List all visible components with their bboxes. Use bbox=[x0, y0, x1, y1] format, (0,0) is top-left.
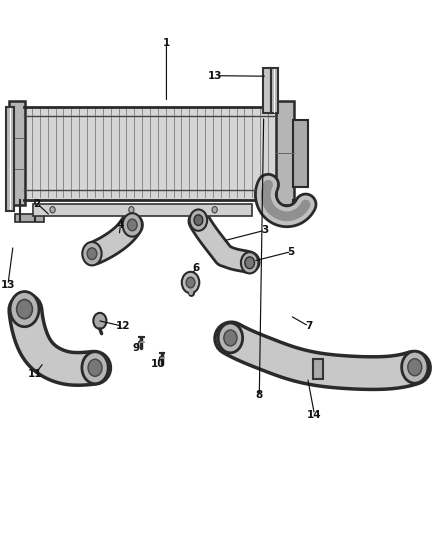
Text: 13: 13 bbox=[208, 71, 223, 80]
Bar bbox=[15, 214, 44, 222]
Text: 11: 11 bbox=[28, 369, 42, 379]
Text: 13: 13 bbox=[0, 280, 15, 290]
Circle shape bbox=[408, 359, 422, 376]
Bar bbox=[9, 101, 25, 205]
Text: 3: 3 bbox=[261, 225, 268, 235]
Circle shape bbox=[186, 277, 195, 288]
Bar bbox=[293, 120, 308, 187]
Circle shape bbox=[194, 215, 203, 225]
Text: 4: 4 bbox=[117, 220, 124, 230]
Circle shape bbox=[17, 300, 32, 319]
Text: 1: 1 bbox=[163, 38, 170, 47]
Circle shape bbox=[127, 219, 137, 231]
Bar bbox=[33, 204, 252, 216]
Circle shape bbox=[93, 313, 106, 329]
Bar bbox=[313, 359, 323, 379]
Circle shape bbox=[182, 272, 199, 293]
Circle shape bbox=[82, 352, 108, 384]
Circle shape bbox=[245, 257, 254, 269]
Circle shape bbox=[402, 351, 428, 383]
Circle shape bbox=[88, 359, 102, 376]
Bar bbox=[272, 214, 300, 222]
Circle shape bbox=[218, 323, 243, 353]
Text: 2: 2 bbox=[34, 199, 41, 208]
Text: 10: 10 bbox=[150, 359, 165, 368]
Circle shape bbox=[212, 207, 217, 213]
Circle shape bbox=[87, 248, 97, 260]
Circle shape bbox=[82, 242, 102, 265]
Circle shape bbox=[190, 209, 207, 231]
Bar bbox=[24, 107, 276, 200]
Text: 7: 7 bbox=[305, 321, 312, 331]
Circle shape bbox=[50, 207, 55, 213]
Text: 6: 6 bbox=[193, 263, 200, 272]
Text: 12: 12 bbox=[115, 321, 130, 331]
Bar bbox=[263, 68, 271, 113]
Circle shape bbox=[241, 252, 258, 273]
Circle shape bbox=[129, 207, 134, 213]
Bar bbox=[6, 107, 14, 211]
Bar bbox=[271, 68, 278, 113]
Circle shape bbox=[10, 292, 39, 327]
Text: 5: 5 bbox=[288, 247, 295, 256]
Text: 9: 9 bbox=[132, 343, 139, 352]
Circle shape bbox=[224, 330, 237, 346]
Text: 8: 8 bbox=[256, 391, 263, 400]
Bar bbox=[276, 101, 294, 205]
Circle shape bbox=[123, 213, 142, 237]
Text: 14: 14 bbox=[307, 410, 322, 419]
